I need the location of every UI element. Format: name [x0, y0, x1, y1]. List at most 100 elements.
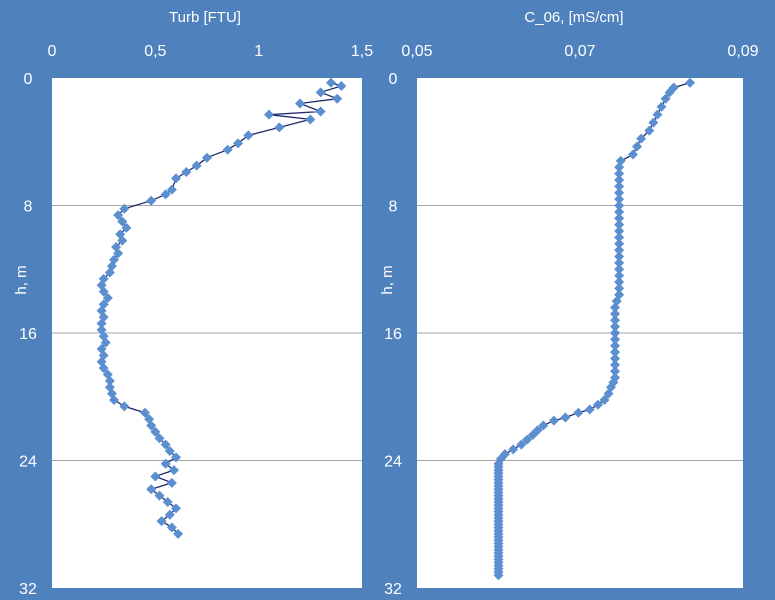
- data-point: [610, 353, 621, 364]
- data-point: [614, 194, 625, 205]
- data-point: [191, 160, 202, 171]
- data-point: [171, 173, 181, 184]
- data-point: [614, 238, 625, 249]
- data-point: [614, 245, 625, 256]
- data-point: [614, 175, 625, 185]
- data-point: [173, 528, 184, 539]
- y-tick-label: 16: [19, 326, 37, 343]
- data-point: [98, 286, 109, 297]
- data-point: [171, 503, 181, 514]
- data-point: [610, 366, 621, 377]
- data-point: [202, 152, 212, 163]
- data-point: [100, 337, 111, 348]
- data-point: [166, 477, 177, 488]
- data-point: [146, 195, 157, 206]
- y-tick-label: 24: [19, 454, 37, 471]
- data-point: [644, 125, 655, 136]
- data-point: [109, 394, 119, 405]
- data-point: [610, 321, 621, 332]
- data-point: [632, 141, 643, 152]
- data-point: [274, 122, 285, 133]
- data-point: [315, 106, 326, 117]
- data-point: [614, 206, 625, 217]
- data-point: [656, 101, 667, 112]
- data-point: [164, 509, 175, 520]
- data-point: [154, 433, 165, 444]
- data-point: [166, 522, 177, 533]
- x-tick-label: 0,5: [144, 43, 166, 60]
- data-point: [168, 465, 179, 476]
- data-point: [614, 200, 625, 211]
- data-point: [560, 412, 571, 423]
- data-point: [614, 213, 625, 224]
- data-point: [648, 117, 659, 128]
- y-tick-label: 8: [389, 199, 398, 216]
- conductivity-chart: C_06, [mS/cm] h, m 0 8 16 24 32 0,05 0,07 0,09: [379, 9, 759, 598]
- data-point: [315, 87, 326, 98]
- data-point: [614, 181, 625, 192]
- data-point: [660, 93, 671, 104]
- data-point: [610, 328, 621, 338]
- data-point: [156, 516, 167, 527]
- data-point: [160, 189, 171, 200]
- data-point: [243, 130, 254, 141]
- data-point: [104, 267, 115, 278]
- data-point: [548, 415, 559, 426]
- x-tick-label: 0: [48, 43, 57, 60]
- data-point: [102, 292, 113, 303]
- data-point: [113, 210, 124, 221]
- data-point: [603, 388, 614, 399]
- data-point: [527, 430, 538, 440]
- data-point: [538, 420, 549, 431]
- data-point: [614, 270, 625, 281]
- x-tick-label: 1: [254, 43, 263, 60]
- data-point: [614, 219, 625, 230]
- data-point: [652, 109, 663, 120]
- data-point: [181, 167, 192, 178]
- data-point: [592, 399, 603, 410]
- data-point: [610, 308, 621, 319]
- data-point: [614, 283, 625, 294]
- data-point: [104, 375, 115, 386]
- data-point: [610, 315, 621, 326]
- data-point: [610, 302, 621, 313]
- data-point: [614, 232, 625, 243]
- data-point: [119, 203, 130, 214]
- data-point: [614, 168, 625, 179]
- data-point: [305, 114, 316, 125]
- y-tick-label: 0: [24, 71, 33, 88]
- data-point: [295, 98, 305, 109]
- data-point: [166, 184, 177, 195]
- data-point: [599, 394, 610, 405]
- data-point: [336, 80, 347, 91]
- data-point: [614, 226, 625, 236]
- data-point: [160, 458, 171, 469]
- x-tick-label: 1,5: [351, 43, 373, 60]
- data-point: [160, 439, 171, 450]
- data-point: [117, 216, 128, 227]
- data-point: [222, 144, 233, 155]
- data-point: [150, 426, 161, 437]
- data-point: [150, 471, 161, 482]
- data-point: [584, 404, 595, 415]
- y-tick-label: 32: [19, 581, 37, 598]
- y-tick-label: 16: [384, 326, 402, 343]
- data-point: [146, 484, 157, 495]
- data-point: [610, 334, 621, 345]
- y-tick-label: 32: [384, 581, 402, 598]
- data-point: [685, 77, 696, 88]
- y-axis-label: h, m: [379, 265, 396, 294]
- data-point: [610, 340, 621, 351]
- data-point: [614, 251, 625, 262]
- data-point: [636, 133, 647, 144]
- y-tick-label: 8: [24, 199, 33, 216]
- data-point: [493, 570, 504, 581]
- data-point: [233, 138, 243, 149]
- data-point: [162, 496, 173, 507]
- x-tick-label: 0,07: [564, 43, 595, 60]
- data-point: [121, 222, 132, 233]
- data-point: [98, 363, 109, 374]
- data-point: [332, 93, 343, 104]
- data-point: [264, 109, 274, 120]
